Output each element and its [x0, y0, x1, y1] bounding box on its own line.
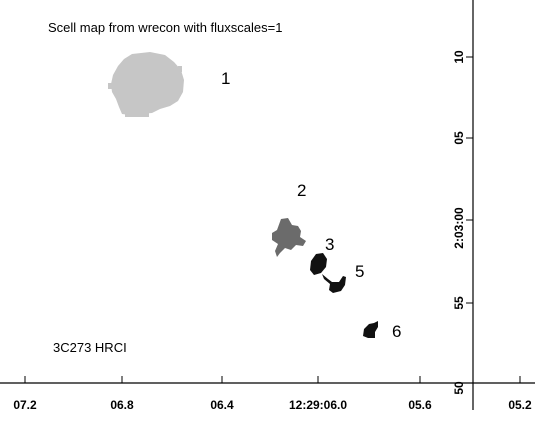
region-6: 6: [363, 321, 401, 341]
region-5-shape: [322, 274, 346, 293]
x-tick-label: 05.6: [408, 398, 432, 412]
region-1-label: 1: [221, 69, 230, 88]
x-tick-label: 07.2: [13, 398, 37, 412]
y-tick-label: 05: [452, 131, 466, 145]
region-5: 5: [322, 262, 364, 293]
region-1-shape: [111, 52, 184, 115]
plot-title: Scell map from wrecon with fluxscales=1: [48, 20, 282, 35]
x-axis-tick-labels: 07.2 06.8 06.4 12:29:06.0 05.6 05.2: [13, 398, 532, 412]
y-axis-ticks: [466, 56, 473, 384]
y-tick-label: 50: [452, 381, 466, 395]
region-6-shape: [363, 321, 378, 338]
region-3-shape: [310, 253, 327, 275]
x-axis-ticks: [24, 376, 521, 383]
region-2-shape: [272, 218, 306, 257]
source-label: 3C273 HRCI: [53, 340, 127, 355]
x-tick-label: 06.4: [210, 398, 234, 412]
x-tick-label: 05.2: [508, 398, 532, 412]
region-5-label: 5: [355, 262, 364, 281]
region-2: 2: [272, 181, 306, 257]
y-tick-label: 10: [452, 50, 466, 64]
y-tick-label: 2:03:00: [452, 207, 466, 249]
region-3: 3: [310, 235, 334, 275]
y-tick-label: 55: [452, 296, 466, 310]
region-2-label: 2: [297, 181, 306, 200]
y-axis-tick-labels: 10 05 2:03:00 55 50: [452, 50, 466, 395]
x-tick-label: 06.8: [110, 398, 134, 412]
x-tick-label: 12:29:06.0: [289, 398, 347, 412]
region-6-label: 6: [392, 322, 401, 341]
region-1: 1: [108, 52, 230, 117]
region-3-label: 3: [325, 235, 334, 254]
